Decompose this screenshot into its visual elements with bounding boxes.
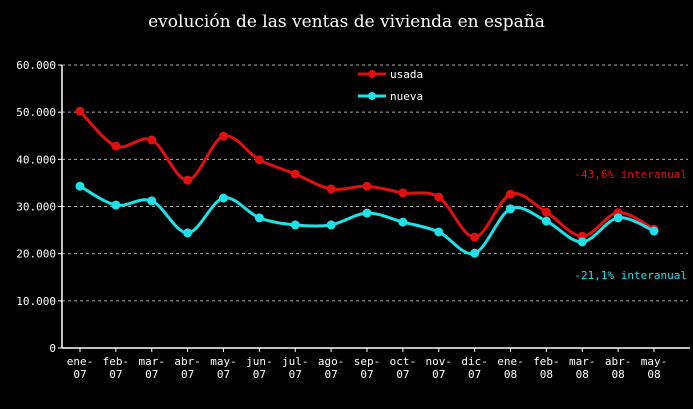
x-tick-label: 07 <box>289 368 302 381</box>
data-point-nueva <box>506 204 515 214</box>
data-point-nueva <box>434 227 444 237</box>
data-point-usada <box>254 155 264 165</box>
data-point-usada <box>398 188 408 198</box>
data-point-usada <box>183 175 193 185</box>
annotation-nueva: -21,1% interanual <box>574 269 687 282</box>
y-tick-label: 30.000 <box>16 201 56 214</box>
x-tick-label: may- <box>641 355 668 368</box>
x-tick-label: ene- <box>497 355 524 368</box>
x-tick-label: mar- <box>139 355 166 368</box>
x-tick-label: 08 <box>540 368 553 381</box>
data-point-usada <box>326 184 336 194</box>
x-tick-label: jun- <box>246 355 273 368</box>
series-line-usada <box>78 110 655 239</box>
x-tick-label: 07 <box>253 368 266 381</box>
data-point-nueva <box>398 217 408 227</box>
y-tick-label: 20.000 <box>16 248 56 261</box>
y-tick-label: 0 <box>49 342 56 355</box>
x-tick-label: 07 <box>181 368 194 381</box>
data-point-nueva <box>111 200 121 210</box>
y-tick-label: 40.000 <box>16 153 56 166</box>
data-point-usada <box>75 106 85 116</box>
chart-title: evolución de las ventas de vivienda en e… <box>148 12 545 32</box>
x-tick-label: abr- <box>605 355 632 368</box>
data-point-usada <box>147 135 157 145</box>
data-point-nueva <box>541 216 551 226</box>
x-tick-label: ago- <box>318 355 345 368</box>
data-point-nueva <box>254 213 264 223</box>
x-tick-label: 07 <box>73 368 86 381</box>
x-tick-label: nov- <box>426 355 453 368</box>
x-tick-label: oct- <box>390 355 417 368</box>
x-tick-label: 07 <box>396 368 409 381</box>
x-tick-label: feb- <box>533 355 560 368</box>
x-tick-label: 07 <box>468 368 481 381</box>
data-point-nueva <box>326 220 336 230</box>
x-tick-label: 07 <box>360 368 373 381</box>
legend-label-usada: usada <box>390 68 423 81</box>
series-line-nueva <box>79 184 655 256</box>
data-point-nueva <box>219 193 228 203</box>
x-tick-label: jul- <box>282 355 309 368</box>
x-tick-label: ene- <box>67 355 94 368</box>
data-point-nueva <box>577 237 587 247</box>
data-point-usada <box>362 181 372 191</box>
x-tick-label: 07 <box>217 368 230 381</box>
x-tick-label: mar- <box>569 355 596 368</box>
x-tick-label: dic- <box>461 355 488 368</box>
data-point-usada <box>541 207 551 217</box>
data-point-nueva <box>613 213 623 223</box>
x-tick-label: 08 <box>576 368 589 381</box>
data-point-usada <box>290 169 300 179</box>
y-tick-label: 60.000 <box>16 59 56 72</box>
x-tick-label: 08 <box>647 368 660 381</box>
x-tick-label: 08 <box>504 368 517 381</box>
x-tick-label: abr- <box>174 355 201 368</box>
annotation-usada: -43,6% interanual <box>574 168 687 181</box>
x-tick-label: 07 <box>109 368 122 381</box>
x-tick-label: sep- <box>354 355 381 368</box>
x-tick-label: feb- <box>103 355 130 368</box>
x-tick-label: 07 <box>145 368 158 381</box>
x-tick-label: 07 <box>432 368 445 381</box>
y-tick-label: 10.000 <box>16 295 56 308</box>
x-tick-label: 07 <box>325 368 338 381</box>
data-point-usada <box>434 192 444 202</box>
legend-marker-nueva <box>368 92 376 100</box>
x-tick-label: 08 <box>612 368 625 381</box>
data-point-nueva <box>290 220 300 230</box>
data-point-usada <box>470 232 480 242</box>
data-point-nueva <box>470 248 480 258</box>
data-point-nueva <box>147 196 157 206</box>
data-point-nueva <box>75 181 85 191</box>
x-tick-label: may- <box>210 355 237 368</box>
data-point-usada <box>506 189 515 199</box>
data-point-nueva <box>362 208 372 218</box>
data-point-nueva <box>183 228 193 238</box>
data-point-usada <box>111 141 121 151</box>
data-point-usada <box>219 131 228 141</box>
data-point-nueva <box>649 226 659 236</box>
y-tick-label: 50.000 <box>16 106 56 119</box>
legend-marker-usada <box>368 70 376 78</box>
legend-label-nueva: nueva <box>390 90 423 103</box>
